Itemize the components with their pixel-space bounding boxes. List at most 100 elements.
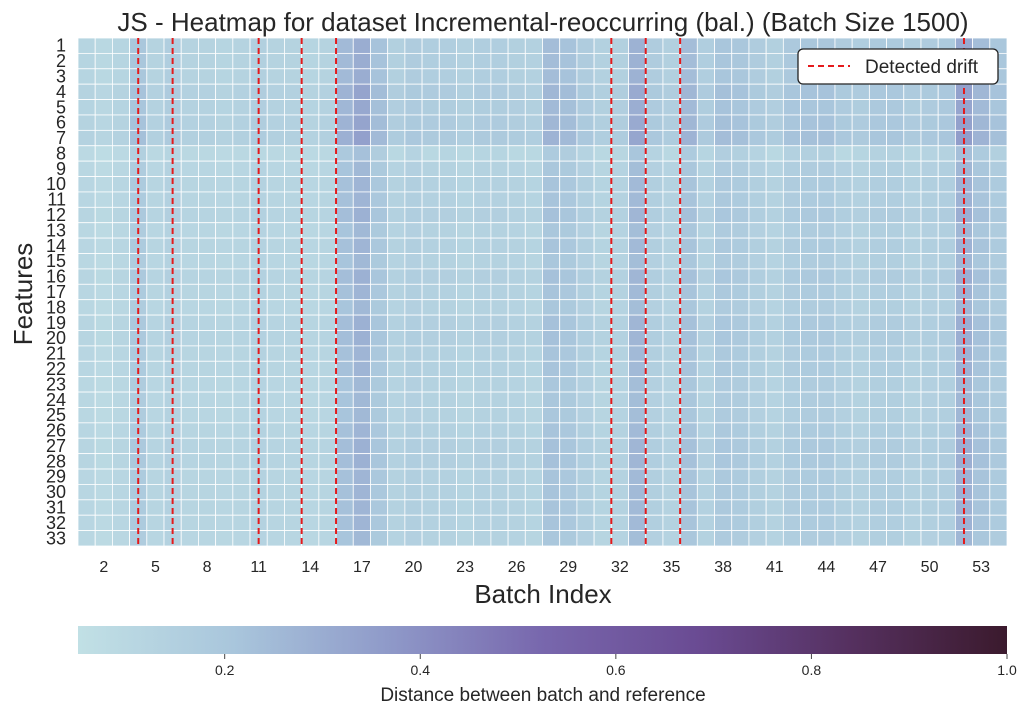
x-tick-label: 11 <box>250 559 267 576</box>
heatmap-cell <box>370 484 389 501</box>
heatmap-cell <box>438 68 457 85</box>
heatmap-cell <box>662 52 681 70</box>
heatmap-cell <box>335 360 354 378</box>
heatmap-cell <box>180 499 199 516</box>
heatmap-cell <box>989 114 1008 131</box>
heatmap-cell <box>232 314 251 331</box>
heatmap-cell <box>94 68 113 85</box>
heatmap-cell <box>834 253 853 270</box>
heatmap-cell <box>748 407 767 424</box>
heatmap-cell <box>903 468 922 485</box>
heatmap-cell <box>284 360 303 378</box>
heatmap-cell <box>834 453 853 470</box>
heatmap-cell <box>370 191 389 208</box>
heatmap-cell <box>696 299 715 316</box>
x-tick-label: 5 <box>151 559 160 576</box>
heatmap-cell <box>473 299 492 316</box>
heatmap-cell <box>198 68 217 85</box>
heatmap-cell <box>972 499 991 516</box>
heatmap-cell <box>507 314 526 331</box>
heatmap-cell <box>662 253 681 270</box>
heatmap-cell <box>266 314 285 331</box>
heatmap-cell <box>370 391 389 408</box>
heatmap-cell <box>748 68 767 85</box>
heatmap-cell <box>404 283 423 301</box>
heatmap-cell <box>146 206 165 224</box>
heatmap-cell <box>524 222 543 239</box>
heatmap-cell <box>438 222 457 239</box>
heatmap-cell <box>77 191 96 208</box>
heatmap-cell <box>576 484 595 501</box>
heatmap-cell <box>559 360 578 378</box>
heatmap-cell <box>731 268 750 285</box>
heatmap-cell <box>851 484 870 501</box>
heatmap-cell <box>421 160 440 177</box>
heatmap-cell <box>903 253 922 270</box>
heatmap-cell <box>284 114 303 131</box>
heatmap-cell <box>542 422 561 439</box>
heatmap-cell <box>473 83 492 100</box>
heatmap-cell <box>352 145 371 162</box>
heatmap-cell <box>610 499 629 516</box>
y-tick-label: 22 <box>46 359 66 379</box>
heatmap-cell <box>886 114 905 131</box>
heatmap-cell <box>559 407 578 424</box>
y-tick-label: 3 <box>56 66 66 86</box>
heatmap-cell <box>318 145 337 162</box>
heatmap-cell <box>765 222 784 239</box>
heatmap-cell <box>524 253 543 270</box>
heatmap-cell <box>714 484 733 501</box>
heatmap-cell <box>94 314 113 331</box>
heatmap-cell <box>886 145 905 162</box>
heatmap-cell <box>198 437 217 455</box>
heatmap-cell <box>490 407 509 424</box>
heatmap-cell <box>490 376 509 393</box>
heatmap-cell <box>215 114 234 131</box>
heatmap-cell <box>972 83 991 100</box>
heatmap-cell <box>146 114 165 131</box>
heatmap-cell <box>456 222 475 239</box>
heatmap-cell <box>112 299 131 316</box>
heatmap-cell <box>387 222 406 239</box>
heatmap-cell <box>593 268 612 285</box>
heatmap-cell <box>782 376 801 393</box>
heatmap-cell <box>559 52 578 70</box>
heatmap-cell <box>731 191 750 208</box>
heatmap-cell <box>576 345 595 362</box>
heatmap-cell <box>628 237 647 254</box>
heatmap-cell <box>731 99 750 116</box>
heatmap-cell <box>524 484 543 501</box>
heatmap-cell <box>714 52 733 70</box>
heatmap-cell <box>112 407 131 424</box>
heatmap-cell <box>714 391 733 408</box>
heatmap-cell <box>645 407 664 424</box>
y-tick-label: 17 <box>46 282 66 302</box>
heatmap-cell <box>507 376 526 393</box>
heatmap-cell <box>438 299 457 316</box>
heatmap-cell <box>473 68 492 85</box>
heatmap-cell <box>593 283 612 301</box>
heatmap-cell <box>232 422 251 439</box>
heatmap-cell <box>559 484 578 501</box>
heatmap-cell <box>542 52 561 70</box>
heatmap-cell <box>679 52 698 70</box>
heatmap-cell <box>335 37 354 54</box>
heatmap-cell <box>662 330 681 347</box>
heatmap-cell <box>696 407 715 424</box>
heatmap-cell <box>524 268 543 285</box>
heatmap-cell <box>180 453 199 470</box>
heatmap-cell <box>714 299 733 316</box>
heatmap-cell <box>112 237 131 254</box>
heatmap-cell <box>438 437 457 455</box>
heatmap-cell <box>215 99 234 116</box>
heatmap-cell <box>404 437 423 455</box>
heatmap-cell <box>473 514 492 532</box>
heatmap-cell <box>94 253 113 270</box>
heatmap-cell <box>77 330 96 347</box>
heatmap-cell <box>438 468 457 485</box>
heatmap-cell <box>696 514 715 532</box>
heatmap-cell <box>937 206 956 224</box>
heatmap-cell <box>456 268 475 285</box>
heatmap-cell <box>473 145 492 162</box>
heatmap-cell <box>318 68 337 85</box>
